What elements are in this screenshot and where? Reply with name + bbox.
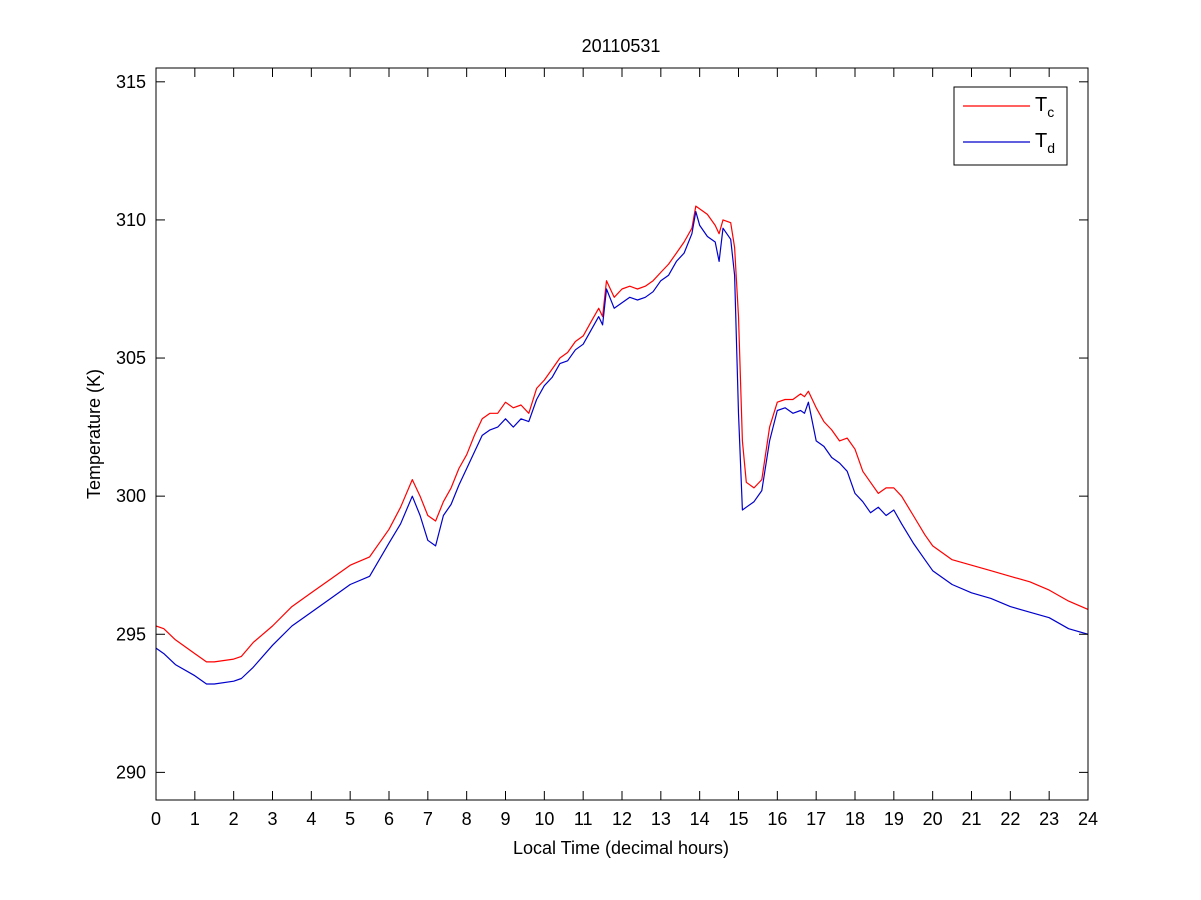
x-tick-label: 12 — [612, 809, 632, 829]
y-tick-label: 295 — [116, 624, 146, 644]
x-tick-label: 5 — [345, 809, 355, 829]
y-tick-label: 310 — [116, 210, 146, 230]
x-tick-label: 10 — [534, 809, 554, 829]
legend-box — [953, 86, 1068, 166]
x-tick-label: 19 — [884, 809, 904, 829]
x-tick-label: 3 — [267, 809, 277, 829]
series-layer — [156, 205, 1088, 685]
series-line-tc — [156, 205, 1088, 663]
x-tick-label: 9 — [500, 809, 510, 829]
y-tick-label: 315 — [116, 72, 146, 92]
x-tick-label: 14 — [690, 809, 710, 829]
x-tick-label: 21 — [961, 809, 981, 829]
series-line-td — [156, 211, 1088, 685]
y-axis-title: Temperature (K) — [84, 369, 104, 499]
x-tick-label: 4 — [306, 809, 316, 829]
x-tick-label: 6 — [384, 809, 394, 829]
x-tick-label: 15 — [728, 809, 748, 829]
legend-label-tc: Tc — [1035, 94, 1054, 120]
x-tick-label: 18 — [845, 809, 865, 829]
x-tick-label: 17 — [806, 809, 826, 829]
x-tick-label: 23 — [1039, 809, 1059, 829]
y-tick-label: 305 — [116, 348, 146, 368]
x-tick-label: 7 — [423, 809, 433, 829]
x-tick-label: 13 — [651, 809, 671, 829]
y-tick-label: 300 — [116, 486, 146, 506]
x-tick-label: 11 — [574, 809, 593, 829]
chart-title: 20110531 — [582, 36, 661, 56]
x-tick-label: 22 — [1000, 809, 1020, 829]
x-tick-label: 16 — [767, 809, 787, 829]
legend: Tc Td — [953, 86, 1068, 166]
x-tick-label: 2 — [229, 809, 239, 829]
x-tick-label: 0 — [151, 809, 161, 829]
y-axis: 290 295 300 305 310 315 — [116, 72, 1088, 782]
x-axis: 0 1 2 3 4 5 6 7 8 9 10 11 12 13 14 15 16 17 18 19 20 21 22 23 24 — [151, 68, 1098, 829]
y-tick-label: 290 — [116, 762, 146, 782]
x-tick-label: 8 — [462, 809, 472, 829]
x-tick-label: 1 — [190, 809, 200, 829]
legend-label-td: Td — [1035, 130, 1055, 156]
x-axis-title: Local Time (decimal hours) — [513, 838, 729, 858]
x-tick-label: 24 — [1078, 809, 1098, 829]
x-tick-label: 20 — [923, 809, 943, 829]
